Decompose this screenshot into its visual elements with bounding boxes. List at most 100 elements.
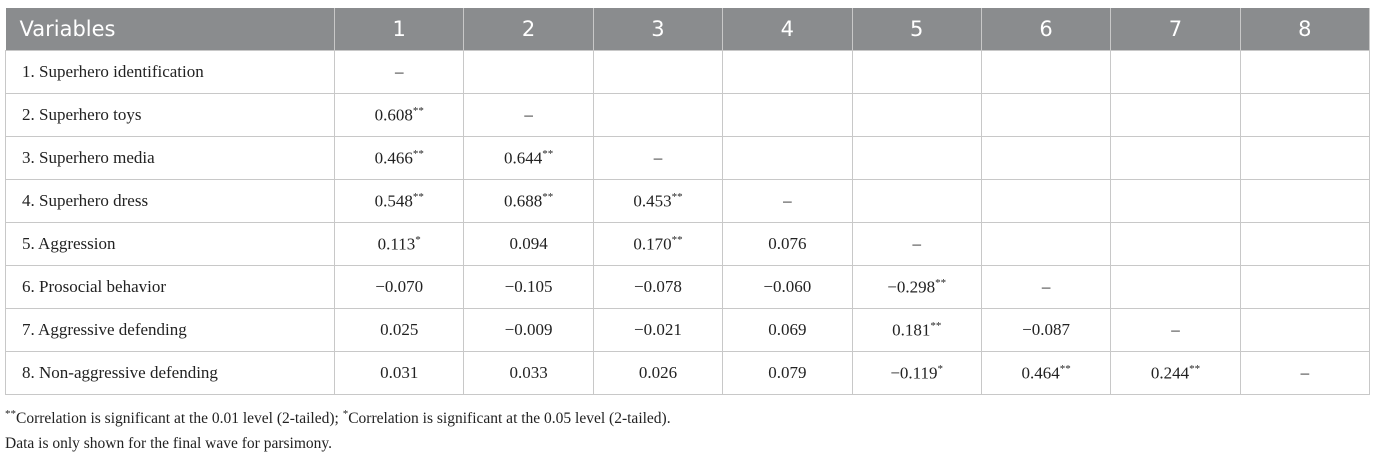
cell: –: [1110, 308, 1241, 352]
cell: 0.069: [722, 308, 853, 352]
footnote: Data is only shown for the final wave fo…: [5, 431, 671, 456]
footnote-mark: *: [342, 408, 349, 420]
significance-mark: *: [937, 362, 944, 375]
header-cell: 5: [852, 8, 982, 51]
cell: 0.113*: [333, 222, 465, 266]
table-row: 1. Superhero identification –: [5, 50, 1371, 94]
cell-value: 7. Aggressive defending: [22, 320, 187, 339]
cell: 0.608**: [333, 93, 465, 137]
footnote-text: Data is only shown for the final wave fo…: [5, 435, 332, 453]
cell: −0.105: [463, 265, 594, 309]
significance-mark: **: [542, 147, 554, 160]
row-label: 7. Aggressive defending: [5, 308, 335, 352]
cell-value: 1. Superhero identification: [22, 62, 204, 81]
footnotes: **Correlation is significant at the 0.01…: [5, 402, 671, 456]
cell-value: −0.021: [634, 320, 682, 339]
header-cell: Variables: [5, 8, 335, 51]
row-label: 2. Superhero toys: [5, 93, 335, 137]
cell: −0.009: [463, 308, 594, 352]
header-row: Variables 1 2 3 4 5 6 7 8: [5, 8, 1371, 51]
cell: [1110, 222, 1241, 266]
table-row: 7. Aggressive defending 0.025 −0.009 −0.021…: [5, 308, 1371, 352]
header-cell: 6: [981, 8, 1112, 51]
cell: –: [851, 222, 982, 266]
cell: [851, 50, 982, 94]
cell: –: [463, 93, 594, 137]
cell: [980, 222, 1112, 266]
footnote-text: Correlation is significant at the 0.01 l…: [16, 410, 343, 428]
row-label: 3. Superhero media: [5, 136, 335, 180]
header-cell: 1: [334, 8, 465, 51]
header-cell: 2: [463, 8, 594, 51]
cell: [1239, 308, 1371, 352]
cell-value: 0.025: [380, 320, 419, 339]
cell: [1239, 136, 1371, 180]
cell-value: –: [394, 62, 404, 81]
cell-value: 0.069: [768, 320, 807, 339]
cell: –: [333, 50, 465, 94]
cell-value: –: [783, 191, 792, 210]
cell-value: 0.079: [768, 363, 807, 382]
cell: 0.094: [463, 222, 594, 266]
significance-mark: **: [935, 276, 947, 289]
cell-value: 0.548: [374, 191, 413, 211]
cell: −0.087: [980, 308, 1112, 352]
cell: [1239, 265, 1371, 309]
cell: [592, 50, 724, 94]
cell-value: 6. Prosocial behavior: [22, 277, 166, 296]
cell: [1110, 179, 1241, 223]
cell-value: 0.076: [768, 234, 807, 253]
cell-value: −0.119: [890, 363, 938, 383]
cell: −0.070: [333, 265, 465, 309]
row-label: 8. Non-aggressive defending: [5, 351, 335, 395]
cell-value: 0.031: [380, 363, 419, 382]
cell-value: 0.453: [633, 191, 672, 211]
cell-value: 2. Superhero toys: [22, 105, 142, 124]
cell: −0.298**: [851, 265, 982, 309]
cell: [980, 50, 1112, 94]
cell: –: [722, 179, 853, 223]
cell-value: 0.244: [1150, 363, 1190, 383]
cell-value: –: [1300, 363, 1310, 382]
cell: −0.021: [592, 308, 724, 352]
cell: [1239, 50, 1371, 94]
cell-value: −0.087: [1022, 320, 1070, 339]
cell: 0.026: [592, 351, 724, 395]
row-label: 6. Prosocial behavior: [5, 265, 335, 309]
cell-value: –: [653, 148, 663, 167]
cell-value: –: [912, 234, 921, 253]
cell-value: 0.170: [633, 234, 672, 254]
cell-value: 0.466: [374, 148, 413, 168]
cell: 0.466**: [333, 136, 465, 180]
cell: 0.170**: [592, 222, 724, 266]
cell: 0.453**: [592, 179, 724, 223]
header-cell: 3: [593, 8, 724, 51]
cell-value: 0.026: [638, 363, 678, 382]
significance-mark: **: [412, 190, 424, 203]
table-row: 8. Non-aggressive defending 0.031 0.033 0.0…: [5, 351, 1371, 395]
correlation-table: Variables 1 2 3 4 5 6 7 8 1. Superhero identific…: [5, 8, 1371, 395]
significance-mark: **: [1189, 362, 1201, 375]
cell: [851, 179, 982, 223]
cell: −0.078: [592, 265, 724, 309]
row-label: 1. Superhero identification: [5, 50, 335, 94]
row-label: 4. Superhero dress: [5, 179, 335, 223]
cell: −0.060: [722, 265, 853, 309]
cell: [592, 93, 724, 137]
table-body: 1. Superhero identification –2. Superhero…: [5, 50, 1371, 395]
cell-value: −0.060: [763, 277, 812, 296]
cell-value: 0.181: [892, 320, 931, 340]
cell: [1239, 179, 1371, 223]
footnote-mark: **: [5, 408, 16, 420]
cell: [722, 50, 853, 94]
cell-value: 8. Non-aggressive defending: [22, 363, 218, 382]
cell: [1239, 222, 1371, 266]
cell: 0.031: [333, 351, 465, 395]
header-cell: 4: [722, 8, 853, 51]
cell: [980, 179, 1112, 223]
cell-value: 5. Aggression: [22, 234, 116, 253]
cell: [851, 136, 982, 180]
row-label: 5. Aggression: [5, 222, 335, 266]
table-row: 2. Superhero toys 0.608** –: [5, 93, 1371, 137]
